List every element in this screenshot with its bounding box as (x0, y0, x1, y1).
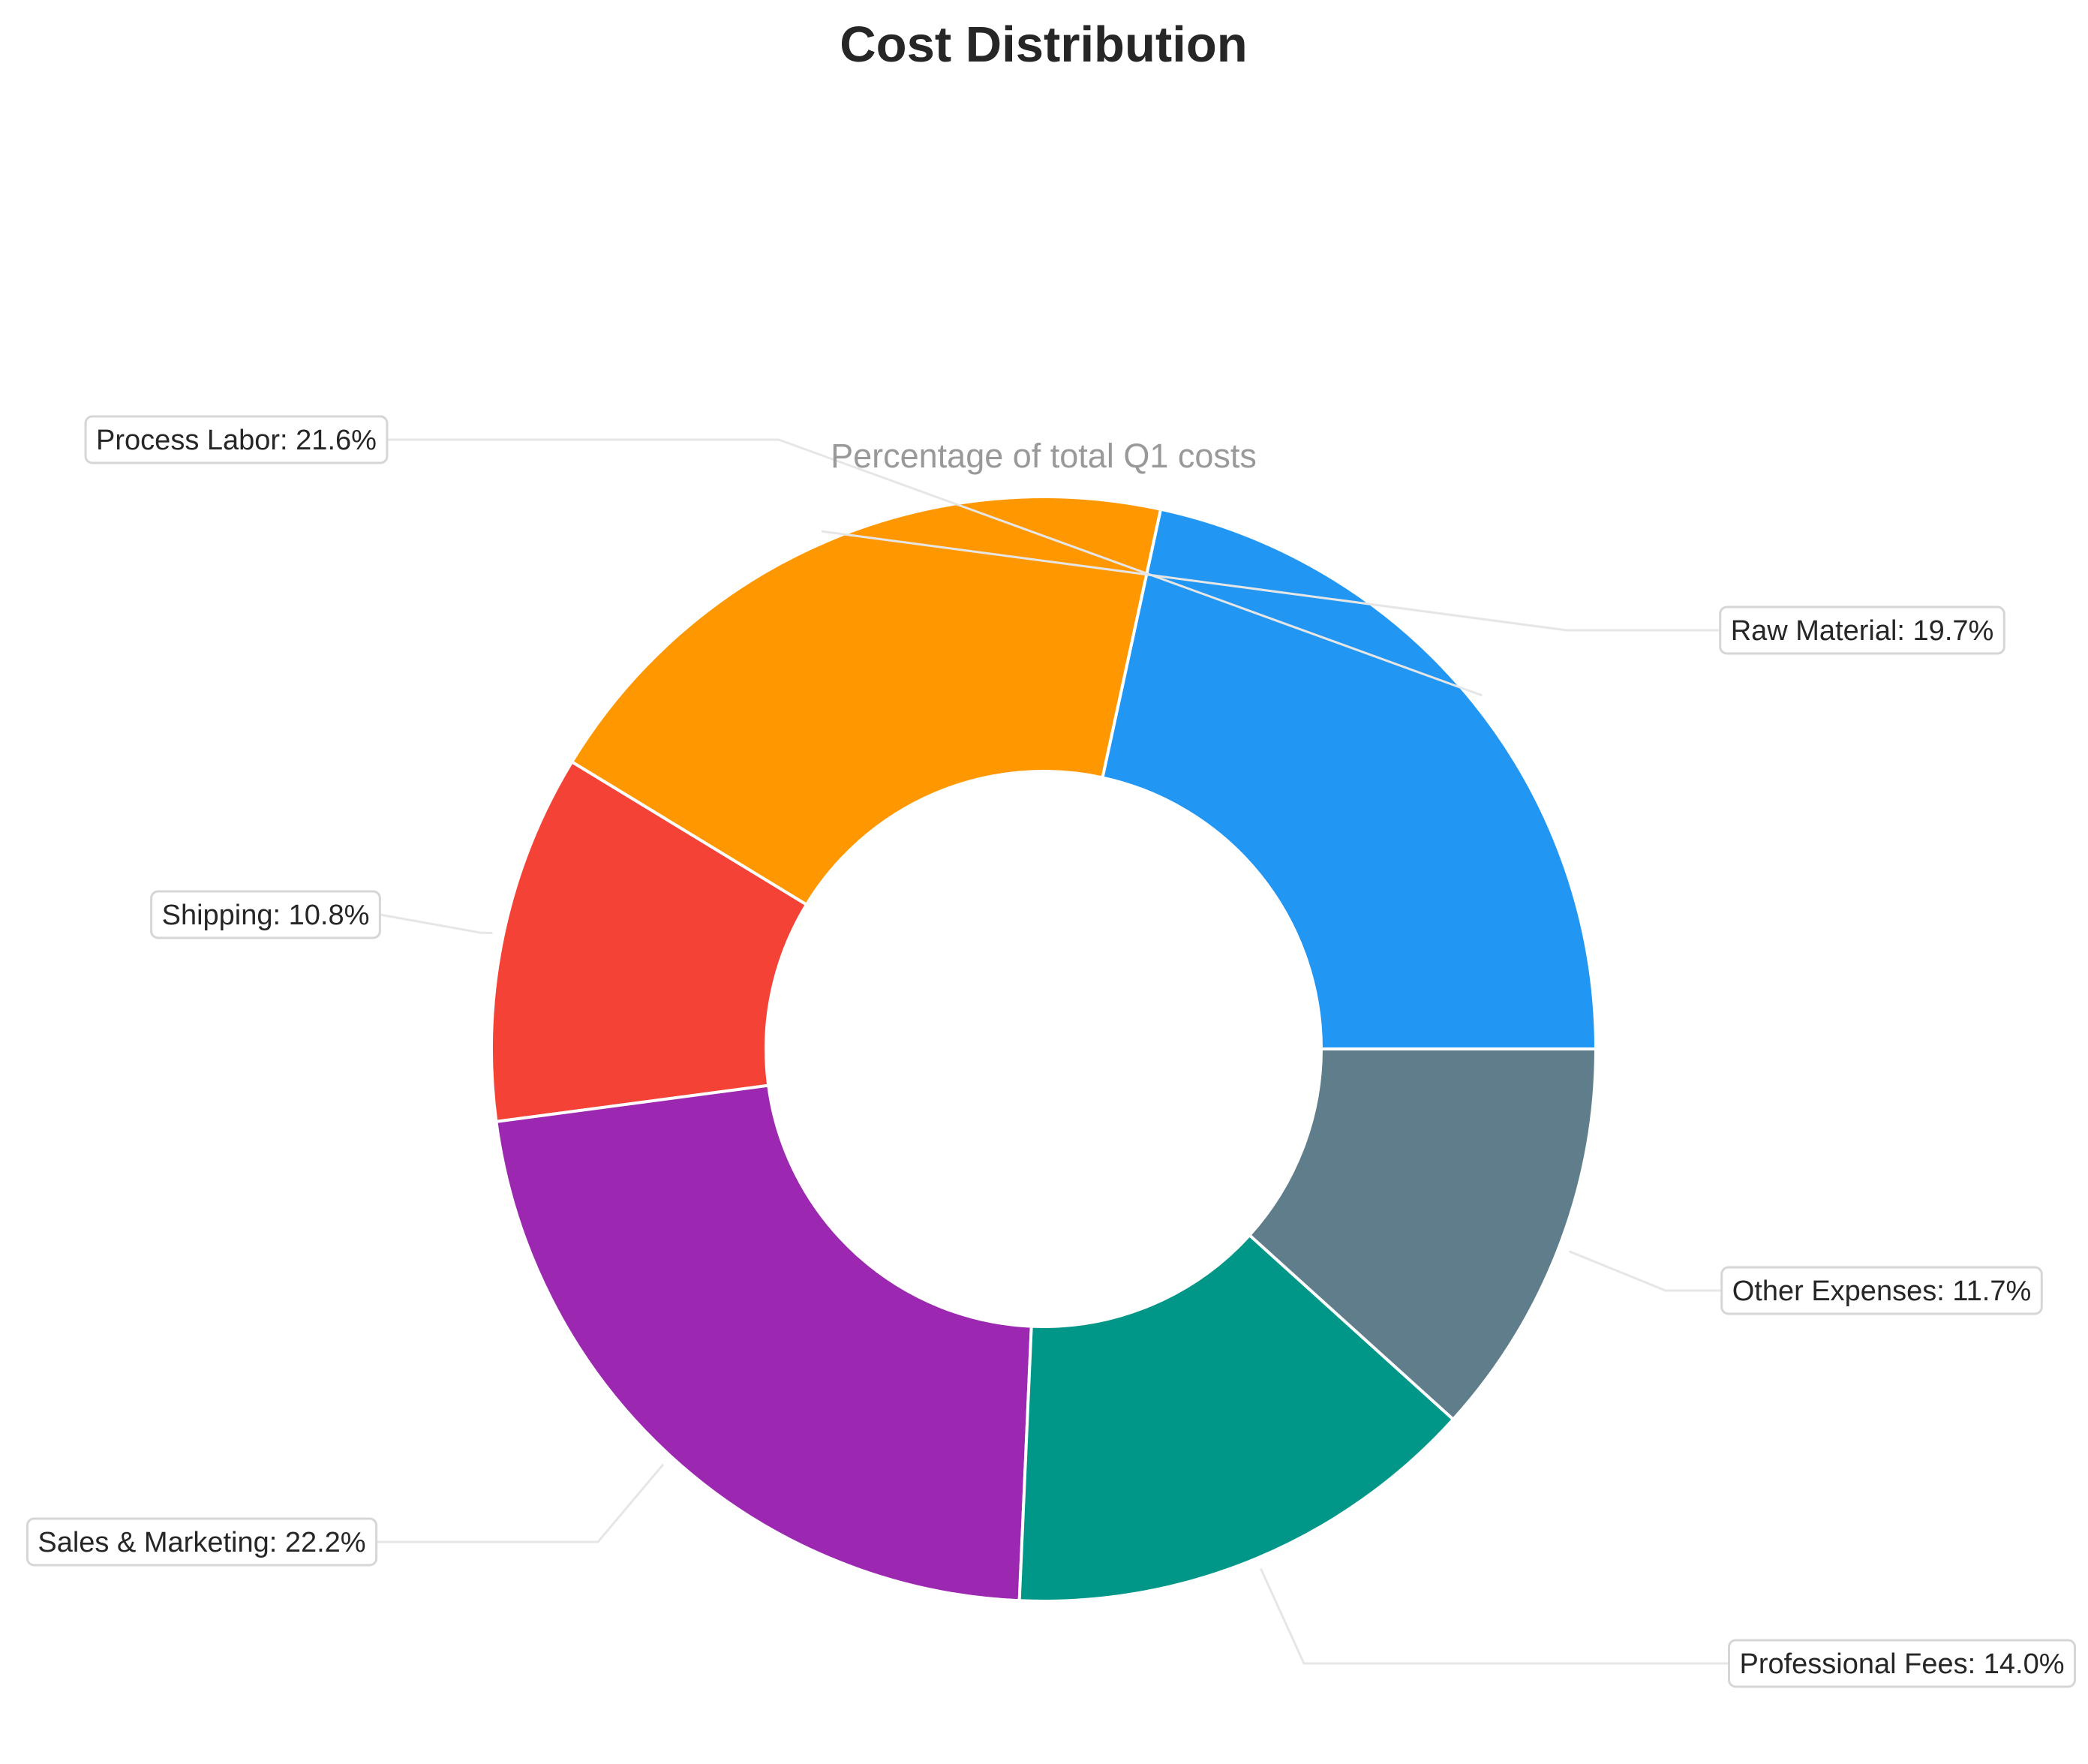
chart-subtitle: Percentage of total Q1 costs (831, 437, 1257, 475)
slice-other-expenses (1247, 1047, 1598, 1422)
slice-shipping (490, 759, 809, 1124)
slice-label-box (1720, 1266, 2043, 1315)
slice-label-box (26, 1517, 378, 1567)
slice-label-box (150, 890, 381, 939)
slice-label: Shipping: 10.8% (162, 900, 370, 931)
slice-process-labor (1101, 507, 1598, 1050)
slice-label: Raw Material: 19.7% (1731, 615, 1994, 647)
leader-line (386, 438, 1483, 697)
slice-sales-marketing (494, 1083, 1033, 1603)
slice-label: Professional Fees: 14.0% (1739, 1648, 2064, 1680)
slice-label-box (1727, 1639, 2077, 1688)
leader-line (376, 1463, 665, 1543)
slice-label-box (84, 415, 389, 464)
slice-raw-material (569, 495, 1163, 907)
leader-line (1569, 1250, 1722, 1292)
slices-layer (490, 495, 1598, 1603)
slice-label-box (1719, 606, 2005, 655)
leader-line (821, 530, 1720, 632)
slice-label: Process Labor: 21.6% (96, 425, 377, 456)
chart-title: Cost Distribution (840, 17, 1247, 73)
leader-line (1260, 1568, 1729, 1665)
leader-lines-layer (376, 438, 1729, 1665)
slice-label: Sales & Marketing: 22.2% (38, 1527, 365, 1558)
slice-label: Other Expenses: 11.7% (1732, 1276, 2032, 1307)
slice-professional-fees (1017, 1233, 1456, 1603)
labels-layer: Process Labor: 21.6% Raw Material: 19.7% S… (26, 415, 2077, 1688)
leader-line (380, 913, 493, 934)
